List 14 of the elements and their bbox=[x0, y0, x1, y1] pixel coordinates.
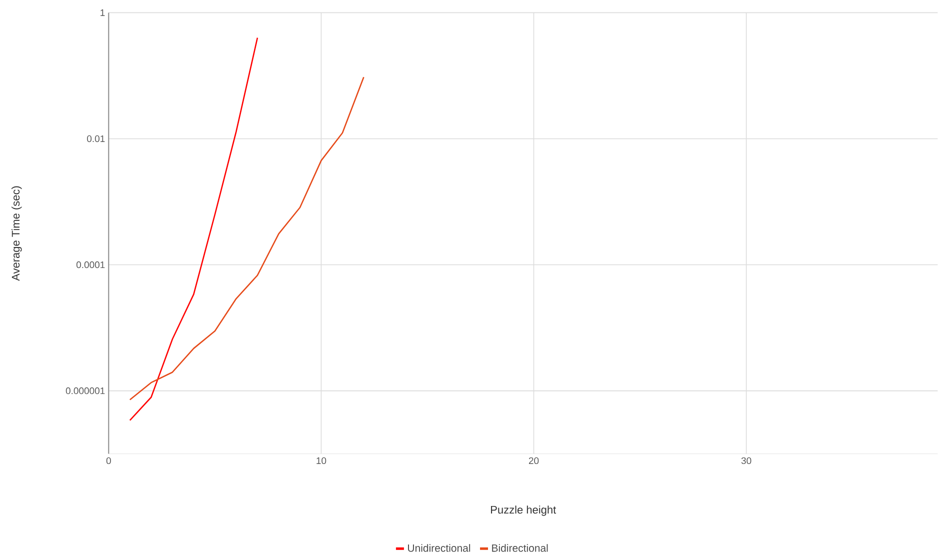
x-tick-label: 30 bbox=[741, 457, 752, 464]
y-tick-label: 1 bbox=[100, 9, 105, 16]
line-series bbox=[129, 76, 364, 400]
x-axis-title: Puzzle height bbox=[491, 506, 556, 516]
x-tick-label: 0 bbox=[106, 457, 111, 464]
y-tick-label: 0.000001 bbox=[66, 387, 105, 394]
y-tick-label: 0.01 bbox=[87, 135, 105, 142]
legend-label: Unidirectional bbox=[408, 544, 470, 552]
line-series bbox=[129, 37, 258, 421]
y-axis-title: Average Time (sec) bbox=[12, 186, 22, 281]
x-tick-label: 10 bbox=[316, 457, 326, 464]
legend-label: Bidirectional bbox=[492, 544, 548, 552]
x-tick-label: 20 bbox=[528, 457, 539, 464]
y-tick-label: 0.0001 bbox=[76, 261, 105, 268]
